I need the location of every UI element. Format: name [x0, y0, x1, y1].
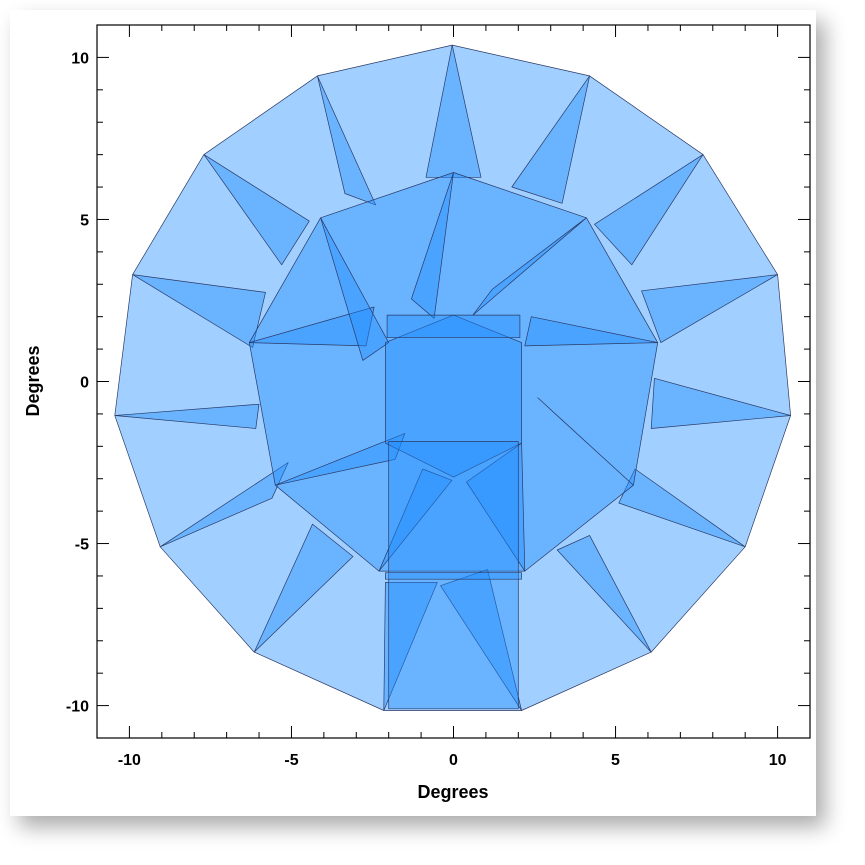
middle-triangle-4: [466, 442, 526, 572]
x-tick-label: -10: [118, 752, 141, 769]
middle-triangle-8: [320, 217, 390, 361]
tick-marks: [97, 25, 810, 738]
outer-triangle-11: [114, 403, 260, 429]
outer-polygon: [114, 44, 791, 711]
x-axis-title: Degrees: [417, 782, 488, 802]
middle-triangle-0: [411, 172, 454, 319]
chart: -10 -5 0 5 10 -10 -5 0 5 10 Degrees Degrees: [23, 24, 811, 802]
outer-triangle-8: [383, 582, 438, 711]
y-axis-title: Degrees: [23, 345, 43, 416]
rectangle-2: [385, 572, 522, 580]
y-tick-label: 0: [80, 375, 89, 392]
x-tick-label: 0: [449, 752, 458, 769]
x-tick-label: 5: [611, 752, 620, 769]
middle-triangle-6: [274, 433, 406, 486]
middle-triangle-7: [248, 306, 375, 347]
rectangle-0: [386, 314, 521, 339]
outer-triangle-12: [132, 274, 266, 348]
middle-triangle-5: [378, 468, 453, 572]
outer-triangle-0: [425, 44, 482, 178]
middle-triangle-2: [524, 316, 659, 347]
outer-triangle-2: [594, 154, 704, 266]
outer-triangle-3: [641, 274, 778, 343]
y-tick-label: -10: [66, 699, 89, 716]
rectangle-1: [388, 441, 519, 710]
middle-triangle-1: [472, 217, 587, 316]
chart-card: -10 -5 0 5 10 -10 -5 0 5 10 Degrees Degrees: [10, 10, 816, 816]
outer-triangle-13: [203, 154, 310, 266]
outer-triangle-5: [618, 468, 746, 548]
x-tick-label: -5: [284, 752, 298, 769]
middle-triangle-3: [537, 397, 634, 486]
outer-triangle-10: [159, 462, 289, 548]
outer-triangle-14: [317, 75, 377, 206]
middle-polygon: [248, 172, 659, 572]
outer-triangle-1: [511, 75, 590, 204]
outer-triangle-9: [253, 523, 354, 653]
x-tick-label: 10: [769, 752, 787, 769]
outer-triangle-4: [650, 377, 791, 429]
inner-polygon: [385, 314, 522, 478]
y-tick-label: -5: [75, 537, 89, 554]
plot-area: [96, 24, 811, 739]
shapes-layer: [114, 44, 791, 711]
y-tick-label: 5: [80, 213, 89, 230]
tick-labels: -10 -5 0 5 10 -10 -5 0 5 10: [66, 50, 787, 769]
y-tick-label: 10: [71, 50, 89, 67]
outer-triangle-6: [556, 535, 652, 653]
outer-triangle-7: [440, 569, 522, 711]
